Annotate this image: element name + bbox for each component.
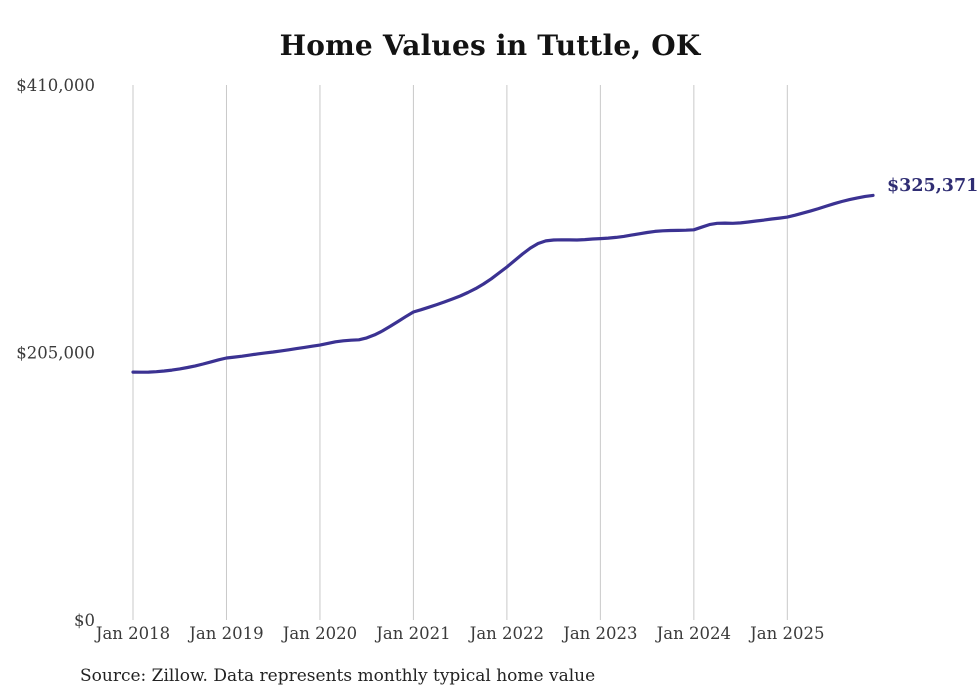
home-value-line [131,193,875,374]
latest-value-label: $325,371 [887,176,979,196]
x-tick-label: Jan 2019 [187,624,263,643]
x-tick-label: Jan 2020 [281,624,357,643]
x-tick-label: Jan 2021 [374,624,450,643]
y-tick-label: $410,000 [16,76,95,95]
y-tick-label: $205,000 [16,344,95,363]
x-tick-label: Jan 2023 [561,624,637,643]
y-tick-label: $0 [74,611,95,630]
x-tick-label: Jan 2018 [94,624,170,643]
source-note: Source: Zillow. Data represents monthly … [80,666,596,686]
x-tick-label: Jan 2025 [748,624,824,643]
x-tick-label: Jan 2024 [655,624,731,643]
x-tick-label: Jan 2022 [468,624,544,643]
chart-title: Home Values in Tuttle, OK [279,29,701,62]
